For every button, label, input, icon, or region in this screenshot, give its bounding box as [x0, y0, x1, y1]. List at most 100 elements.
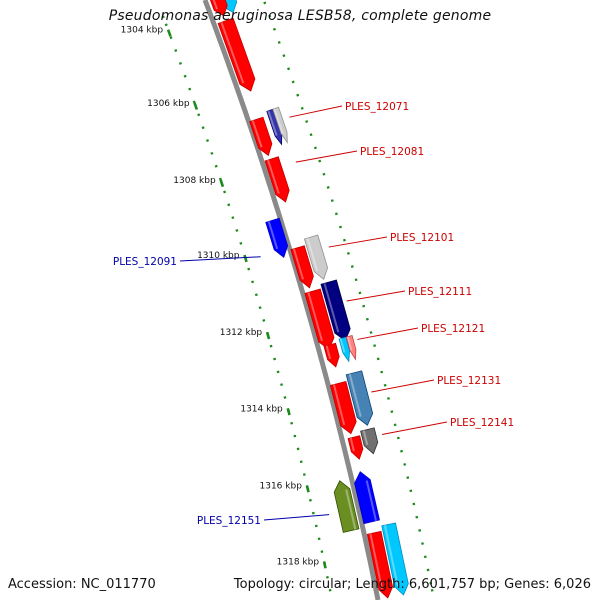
feature-layer — [209, 0, 409, 599]
kbp-label-1306: 1306 kbp — [147, 99, 190, 109]
ring-dot — [365, 317, 369, 321]
gene-arrow-16-shine — [332, 384, 346, 426]
ring-dot — [318, 159, 322, 163]
ring-dot — [322, 172, 326, 176]
label-layer: PLES_12071 PLES_12081 PLES_12091 PLES_12101… — [113, 101, 514, 527]
ring-dot — [296, 93, 300, 97]
gene-arrow-14-shine — [339, 338, 346, 353]
ring-dot — [383, 383, 387, 387]
gene-arrow-6 — [272, 106, 288, 144]
gene-label-ples_12101: PLES_12101 — [390, 232, 454, 244]
ring-dot — [251, 280, 255, 284]
gene-arrow-11 — [304, 288, 335, 351]
ring-dot — [376, 357, 380, 361]
gene-label-ples_12071: PLES_12071 — [345, 101, 409, 113]
gene-label-ples_12111: PLES_12111 — [408, 286, 472, 298]
gene-arrow-20 — [333, 480, 360, 533]
gene-label-ples_12081: PLES_12081 — [360, 146, 424, 158]
ring-dot — [282, 54, 286, 58]
kbp-label-1312: 1312 kbp — [220, 328, 263, 338]
ring-dot — [338, 225, 342, 229]
major-tick — [265, 331, 271, 340]
gene-arrow-13-shine — [325, 345, 332, 360]
callout-line-ples_12131 — [371, 379, 435, 393]
ring-dot — [380, 370, 384, 374]
ring-dot — [276, 370, 280, 374]
gene-arrow-4 — [249, 116, 273, 157]
ring-dot — [354, 278, 358, 282]
callout-line-ples_12071 — [289, 105, 343, 118]
major-tick — [286, 407, 291, 416]
gene-arrow-3-shine — [220, 21, 245, 84]
ring-dot — [174, 49, 178, 52]
gene-arrow-11-shine — [307, 292, 323, 342]
ring-dot — [164, 23, 168, 27]
gene-arrow-19 — [360, 427, 379, 455]
genome-backbone — [202, 0, 381, 600]
ring-dot — [313, 146, 317, 150]
major-tick — [219, 179, 225, 188]
ring-dot — [206, 139, 210, 142]
ring-dot — [268, 14, 272, 18]
ring-dot — [296, 447, 300, 451]
kbp-label-1304: 1304 kbp — [121, 26, 164, 36]
ring-dot — [369, 331, 373, 334]
gene-arrow-21-shine — [365, 480, 377, 522]
ring-dot — [342, 238, 346, 242]
ring-dot — [291, 80, 295, 84]
topology-text: Topology: circular; Length: 6,601,757 bp… — [233, 577, 591, 592]
callout-line-ples_12091 — [179, 256, 261, 262]
ring-dot — [263, 1, 267, 5]
ring-dot — [235, 229, 239, 232]
gene-arrow-12-shine — [323, 283, 340, 333]
major-tick — [193, 102, 199, 110]
outer-tick-ring — [263, 1, 434, 592]
ring-dot — [358, 291, 362, 295]
ring-dot — [183, 74, 187, 78]
ring-dot — [403, 463, 407, 466]
gene-arrow-15-shine — [346, 336, 353, 351]
gene-arrow-7-shine — [267, 159, 280, 194]
gene-arrow-10 — [303, 234, 329, 280]
gene-arrow-9-shine — [292, 248, 304, 280]
gene-arrow-7 — [264, 156, 290, 203]
ring-dot — [277, 41, 281, 44]
gene-arrow-8 — [265, 217, 289, 258]
ring-dot — [305, 120, 309, 123]
ring-dot — [254, 293, 258, 297]
callout-line-ples_12121 — [357, 327, 419, 340]
ring-dot — [192, 100, 196, 104]
gene-arrow-18 — [347, 435, 364, 460]
ring-dot — [188, 87, 192, 91]
gene-arrow-21 — [354, 471, 380, 525]
gene-arrow-5-shine — [267, 110, 278, 136]
gene-arrow-19-shine — [362, 430, 369, 446]
accession-text: Accession: NC_011770 — [8, 577, 156, 592]
ring-dot — [273, 357, 277, 361]
ring-dot — [239, 241, 243, 245]
ring-dot — [280, 383, 283, 387]
ring-dot — [218, 177, 222, 181]
gene-arrow-17 — [345, 370, 374, 426]
ring-dot — [227, 203, 231, 207]
gene-label-ples_12121: PLES_12121 — [421, 323, 485, 335]
ring-dot — [396, 436, 400, 440]
ring-dot — [197, 113, 201, 117]
ring-dot — [350, 265, 354, 268]
gene-arrow-6-shine — [273, 108, 284, 134]
major-tick — [243, 254, 248, 263]
ring-dot — [362, 304, 366, 308]
gene-arrow-14 — [338, 336, 351, 363]
gene-arrow-8-shine — [267, 221, 279, 250]
ring-dot — [293, 434, 297, 438]
kbp-label-1310: 1310 kbp — [197, 251, 240, 261]
ring-dot — [290, 421, 294, 425]
gene-arrow-5 — [266, 108, 283, 146]
ring-dot — [247, 267, 251, 271]
ring-dot — [300, 106, 304, 110]
gene-label-ples_12131: PLES_12131 — [437, 375, 501, 387]
ring-dot — [302, 473, 306, 476]
ring-dot — [373, 344, 377, 348]
gene-arrow-13 — [323, 342, 340, 368]
